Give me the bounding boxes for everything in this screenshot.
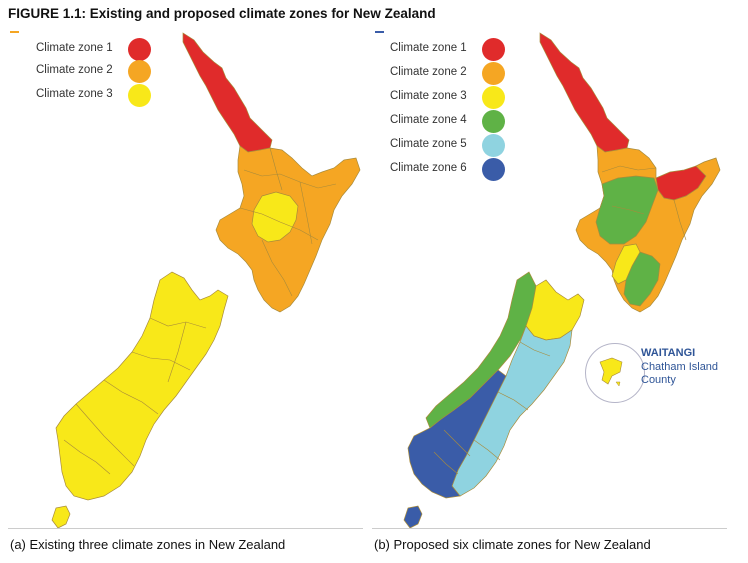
legend-b-swatch-5 <box>482 134 505 157</box>
legend-b-item-1: Climate zone 1 <box>390 38 510 62</box>
legend-b-item-5: Climate zone 5 <box>390 134 510 158</box>
map-existing-zones <box>51 32 361 529</box>
legend-a-item-1: Climate zone 1 <box>36 38 156 62</box>
map-a-zone1-northland <box>182 32 273 153</box>
map-b-zone6-southland <box>407 369 507 499</box>
chatham-island-shape <box>599 357 623 387</box>
legend-b-label-6: Climate zone 6 <box>390 162 467 174</box>
divider-left <box>8 528 363 529</box>
map-a-zone3-central-plateau <box>251 191 299 243</box>
legend-b-label-3: Climate zone 3 <box>390 90 467 102</box>
inset-line-2: Chatham Island <box>641 360 719 373</box>
legend-a-item-2: Climate zone 2 <box>36 60 156 84</box>
legend-a-label-3: Climate zone 3 <box>36 88 113 100</box>
map-b-south-borders <box>433 341 551 475</box>
map-a-stewart-island <box>51 505 71 529</box>
map-b-zone4-central-north <box>595 175 659 245</box>
inset-line-3: County <box>641 374 676 386</box>
legend-b-label-2: Climate zone 2 <box>390 66 467 78</box>
map-b-north-borders <box>601 165 687 241</box>
chatham-inset-label: WAITANGI Chatham Island County <box>641 347 718 388</box>
legend-b-item-4: Climate zone 4 <box>390 110 510 134</box>
legend-b-label-4: Climate zone 4 <box>390 114 467 126</box>
map-proposed-zones <box>403 32 721 529</box>
figure-title: FIGURE 1.1: Existing and proposed climat… <box>8 6 436 21</box>
legend-a-swatch-3 <box>128 84 151 107</box>
map-b-zone1-northland <box>539 32 630 153</box>
legend-b-label-5: Climate zone 5 <box>390 138 467 150</box>
legend-b-swatch-6 <box>482 158 505 181</box>
legend-b-item-6: Climate zone 6 <box>390 158 510 182</box>
map-b-stewart-island <box>403 505 423 529</box>
legend-b-item-2: Climate zone 2 <box>390 62 510 86</box>
accent-bar-left <box>10 31 19 33</box>
legend-b-item-3: Climate zone 3 <box>390 86 510 110</box>
legend-b-swatch-3 <box>482 86 505 109</box>
legend-b-swatch-1 <box>482 38 505 61</box>
caption-a: (a) Existing three climate zones in New … <box>10 537 286 552</box>
caption-b: (b) Proposed six climate zones for New Z… <box>374 537 651 552</box>
map-a-south-borders <box>63 317 207 475</box>
legend-b-label-1: Climate zone 1 <box>390 42 467 54</box>
divider-right <box>372 528 727 529</box>
legend-a-label-2: Climate zone 2 <box>36 64 113 76</box>
map-a-north-borders <box>239 147 337 297</box>
legend-a-swatch-2 <box>128 60 151 83</box>
map-b-zone3-north <box>611 243 641 285</box>
legend-b-swatch-2 <box>482 62 505 85</box>
legend-b-swatch-4 <box>482 110 505 133</box>
legend-a-label-1: Climate zone 1 <box>36 42 113 54</box>
legend-a-item-3: Climate zone 3 <box>36 84 156 108</box>
map-a-zone3-south-island <box>55 271 229 501</box>
inset-line-1: WAITANGI <box>641 347 696 359</box>
chatham-inset <box>585 343 645 403</box>
legend-a-swatch-1 <box>128 38 151 61</box>
accent-bar-right <box>375 31 384 33</box>
